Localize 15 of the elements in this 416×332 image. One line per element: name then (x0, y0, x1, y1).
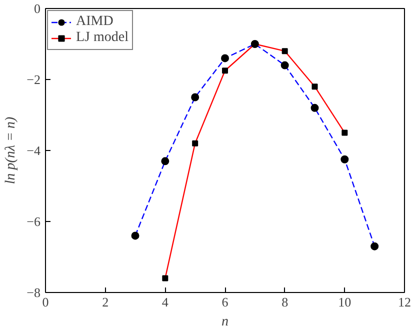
x-tick-label: 4 (162, 294, 169, 310)
y-tick-label: −6 (26, 214, 41, 229)
y-tick-label: −2 (26, 72, 41, 87)
x-tick-label: 2 (102, 294, 109, 310)
x-tick-label: 8 (282, 294, 288, 310)
y-tick-label: −4 (26, 143, 41, 158)
x-tick-label: 12 (398, 294, 411, 310)
y-tick-label: −8 (26, 285, 41, 300)
y-axis-title: ln p(nλ = n) (4, 116, 19, 184)
x-axis-title: n (222, 314, 228, 330)
legend-label: LJ model (76, 30, 128, 46)
y-tick-label: 0 (34, 1, 40, 16)
x-tick-label: 6 (222, 294, 229, 310)
legend-label: AIMD (76, 14, 114, 30)
x-tick-label: 10 (338, 294, 352, 310)
